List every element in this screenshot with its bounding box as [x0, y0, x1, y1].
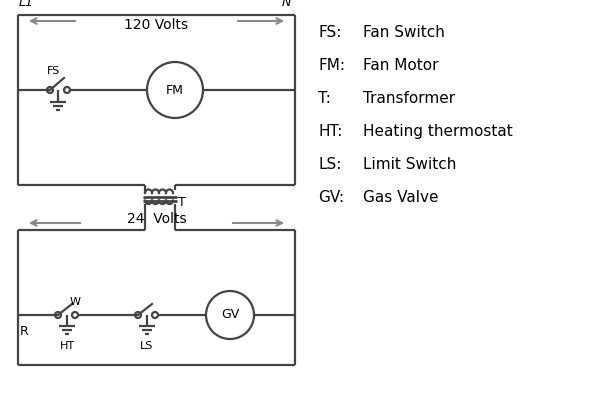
Text: T:: T:	[318, 91, 331, 106]
Text: FS: FS	[47, 66, 60, 76]
Text: FM:: FM:	[318, 58, 345, 73]
Text: HT: HT	[60, 341, 74, 351]
Text: R: R	[20, 325, 29, 338]
Text: 24  Volts: 24 Volts	[127, 212, 186, 226]
Text: L1: L1	[19, 0, 34, 9]
Text: GV: GV	[221, 308, 239, 322]
Text: GV:: GV:	[318, 190, 344, 205]
Text: FS:: FS:	[318, 25, 342, 40]
Text: T: T	[178, 196, 186, 210]
Text: Gas Valve: Gas Valve	[363, 190, 438, 205]
Text: Limit Switch: Limit Switch	[363, 157, 457, 172]
Text: Transformer: Transformer	[363, 91, 455, 106]
Text: Heating thermostat: Heating thermostat	[363, 124, 513, 139]
Text: W: W	[70, 297, 80, 307]
Text: LS: LS	[140, 341, 153, 351]
Text: LS:: LS:	[318, 157, 342, 172]
Text: Fan Motor: Fan Motor	[363, 58, 438, 73]
Text: N: N	[281, 0, 291, 9]
Text: Fan Switch: Fan Switch	[363, 25, 445, 40]
Text: 120 Volts: 120 Volts	[124, 18, 189, 32]
Text: FM: FM	[166, 84, 184, 96]
Text: HT:: HT:	[318, 124, 342, 139]
